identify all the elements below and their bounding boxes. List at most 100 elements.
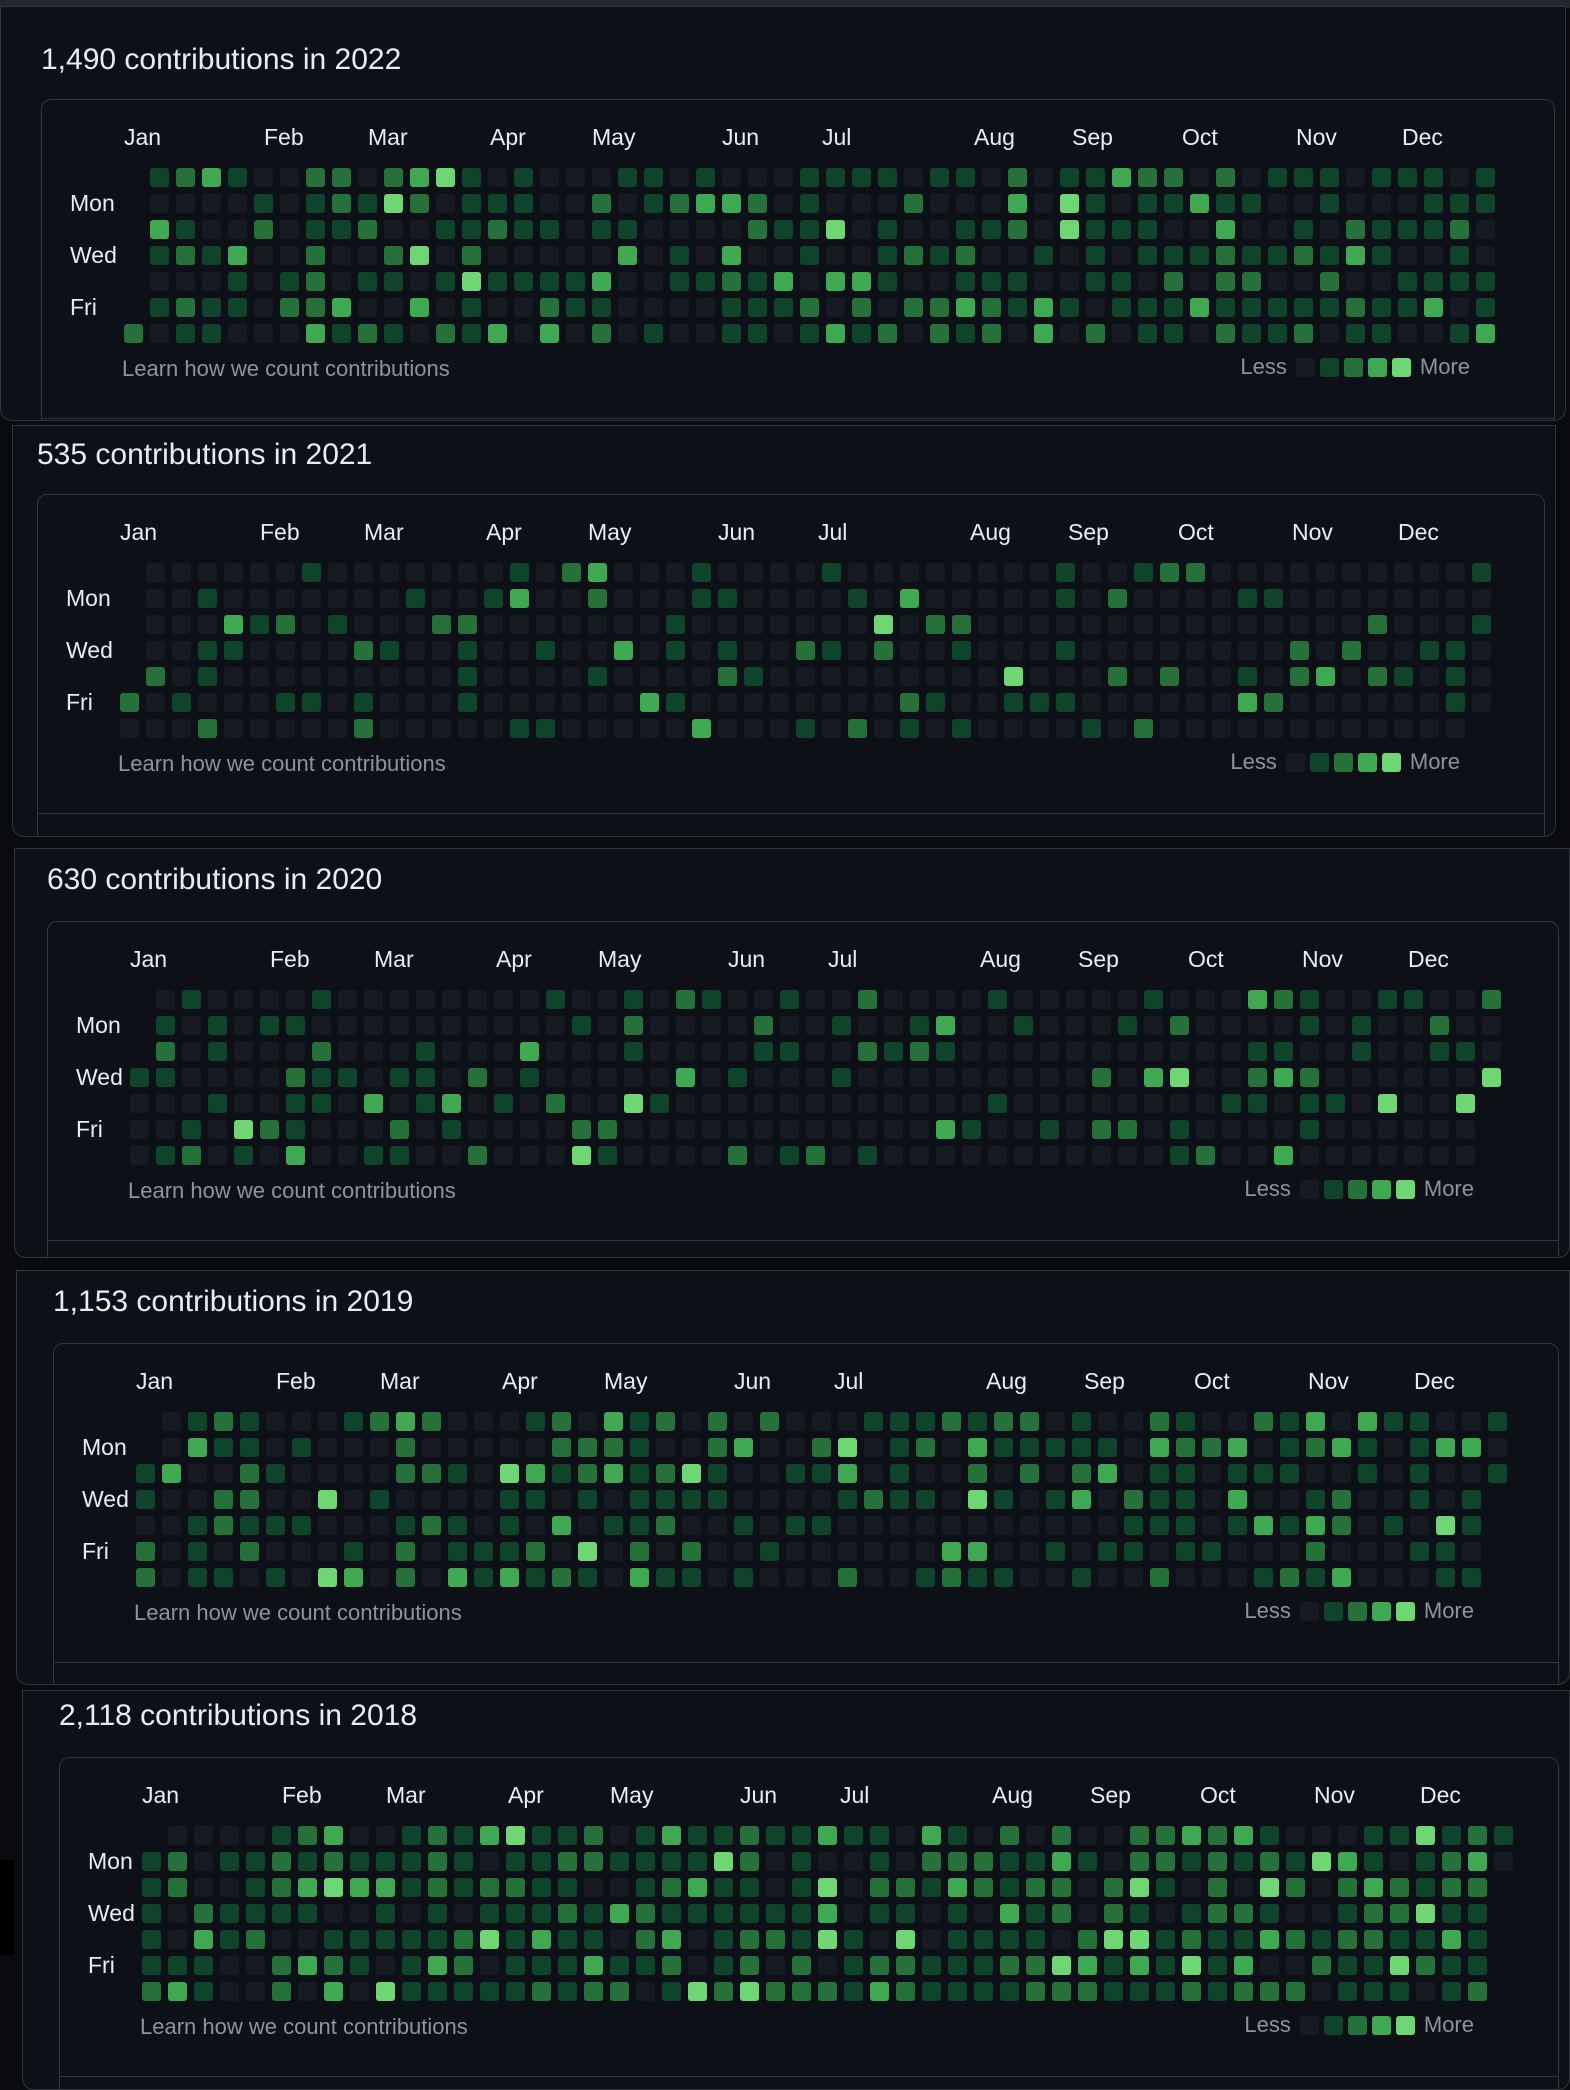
contribution-day[interactable]	[566, 298, 585, 317]
contribution-day[interactable]	[598, 1042, 617, 1061]
contribution-day[interactable]	[162, 1412, 181, 1431]
contribution-day[interactable]	[1280, 1490, 1299, 1509]
contribution-day[interactable]	[1160, 563, 1179, 582]
contribution-day[interactable]	[936, 1068, 955, 1087]
contribution-day[interactable]	[474, 1464, 493, 1483]
contribution-day[interactable]	[682, 1438, 701, 1457]
contribution-day[interactable]	[1346, 298, 1365, 317]
contribution-day[interactable]	[874, 589, 893, 608]
contribution-day[interactable]	[1030, 615, 1049, 634]
contribution-day[interactable]	[760, 1490, 779, 1509]
contribution-day[interactable]	[272, 1982, 291, 2001]
contribution-day[interactable]	[1420, 719, 1439, 738]
contribution-day[interactable]	[874, 615, 893, 634]
contribution-day[interactable]	[162, 1490, 181, 1509]
contribution-day[interactable]	[1326, 1146, 1345, 1165]
contribution-day[interactable]	[702, 1016, 721, 1035]
contribution-day[interactable]	[1212, 667, 1231, 686]
contribution-day[interactable]	[702, 990, 721, 1009]
contribution-day[interactable]	[896, 1956, 915, 1975]
contribution-day[interactable]	[1242, 298, 1261, 317]
contribution-day[interactable]	[318, 1438, 337, 1457]
contribution-day[interactable]	[670, 272, 689, 291]
contribution-day[interactable]	[584, 1826, 603, 1845]
contribution-day[interactable]	[1430, 1146, 1449, 1165]
contribution-day[interactable]	[890, 1542, 909, 1561]
contribution-day[interactable]	[1228, 1438, 1247, 1457]
contribution-day[interactable]	[350, 1878, 369, 1897]
contribution-day[interactable]	[338, 1042, 357, 1061]
contribution-day[interactable]	[390, 1146, 409, 1165]
contribution-day[interactable]	[306, 246, 325, 265]
contribution-day[interactable]	[1072, 1438, 1091, 1457]
contribution-day[interactable]	[848, 719, 867, 738]
contribution-day[interactable]	[754, 1094, 773, 1113]
contribution-day[interactable]	[838, 1464, 857, 1483]
contribution-day[interactable]	[1092, 1094, 1111, 1113]
contribution-day[interactable]	[1000, 1956, 1019, 1975]
contribution-day[interactable]	[120, 719, 139, 738]
contribution-day[interactable]	[428, 1930, 447, 1949]
contribution-day[interactable]	[1108, 667, 1127, 686]
contribution-day[interactable]	[636, 1878, 655, 1897]
contribution-day[interactable]	[1000, 1930, 1019, 1949]
contribution-day[interactable]	[952, 667, 971, 686]
contribution-day[interactable]	[1384, 1438, 1403, 1457]
contribution-day[interactable]	[558, 1930, 577, 1949]
contribution-day[interactable]	[878, 298, 897, 317]
contribution-day[interactable]	[402, 1852, 421, 1871]
contribution-day[interactable]	[994, 1568, 1013, 1587]
contribution-day[interactable]	[1476, 324, 1495, 343]
contribution-day[interactable]	[1468, 1982, 1487, 2001]
contribution-day[interactable]	[1004, 641, 1023, 660]
contribution-day[interactable]	[1476, 194, 1495, 213]
contribution-day[interactable]	[1456, 1068, 1475, 1087]
contribution-day[interactable]	[822, 693, 841, 712]
contribution-day[interactable]	[1222, 1042, 1241, 1061]
contribution-day[interactable]	[220, 1852, 239, 1871]
contribution-day[interactable]	[1332, 1412, 1351, 1431]
contribution-day[interactable]	[1176, 1516, 1195, 1535]
contribution-day[interactable]	[982, 324, 1001, 343]
contribution-day[interactable]	[410, 246, 429, 265]
contribution-day[interactable]	[1384, 1542, 1403, 1561]
contribution-day[interactable]	[1164, 246, 1183, 265]
contribution-day[interactable]	[514, 272, 533, 291]
contribution-day[interactable]	[1176, 1412, 1195, 1431]
contribution-day[interactable]	[500, 1490, 519, 1509]
contribution-day[interactable]	[910, 1042, 929, 1061]
contribution-day[interactable]	[1294, 168, 1313, 187]
contribution-day[interactable]	[978, 589, 997, 608]
contribution-day[interactable]	[1468, 1956, 1487, 1975]
contribution-day[interactable]	[1274, 1016, 1293, 1035]
contribution-day[interactable]	[1060, 168, 1079, 187]
contribution-day[interactable]	[384, 324, 403, 343]
contribution-day[interactable]	[792, 1930, 811, 1949]
contribution-day[interactable]	[864, 1568, 883, 1587]
contribution-day[interactable]	[1156, 1826, 1175, 1845]
contribution-day[interactable]	[208, 1068, 227, 1087]
contribution-day[interactable]	[422, 1490, 441, 1509]
contribution-day[interactable]	[806, 1146, 825, 1165]
contribution-day[interactable]	[168, 1904, 187, 1923]
contribution-day[interactable]	[858, 1120, 877, 1139]
contribution-day[interactable]	[1238, 641, 1257, 660]
contribution-day[interactable]	[806, 1042, 825, 1061]
contribution-day[interactable]	[546, 1016, 565, 1035]
contribution-day[interactable]	[276, 719, 295, 738]
contribution-day[interactable]	[318, 1490, 337, 1509]
contribution-day[interactable]	[584, 1982, 603, 2001]
contribution-day[interactable]	[640, 667, 659, 686]
contribution-day[interactable]	[1238, 563, 1257, 582]
contribution-day[interactable]	[338, 1016, 357, 1035]
contribution-day[interactable]	[708, 1516, 727, 1535]
contribution-day[interactable]	[1216, 220, 1235, 239]
contribution-day[interactable]	[1260, 1930, 1279, 1949]
contribution-day[interactable]	[406, 693, 425, 712]
contribution-day[interactable]	[974, 1904, 993, 1923]
contribution-day[interactable]	[786, 1542, 805, 1561]
contribution-day[interactable]	[384, 298, 403, 317]
contribution-day[interactable]	[988, 990, 1007, 1009]
contribution-day[interactable]	[500, 1438, 519, 1457]
contribution-day[interactable]	[1014, 1094, 1033, 1113]
